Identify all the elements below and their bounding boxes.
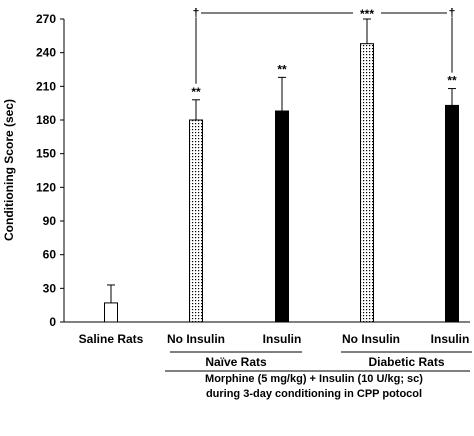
y-tick-label: 60 [43,248,57,262]
y-tick-label: 240 [36,46,56,60]
footnote-line-1: Morphine (5 mg/kg) + Insulin (10 U/kg; s… [205,373,423,385]
category-label: Insulin [431,332,470,346]
category-label: No Insulin [167,332,225,346]
y-tick-label: 0 [49,315,56,329]
bar [189,119,203,323]
significance-marker: ** [447,74,457,88]
category-label: Insulin [263,332,302,346]
footnote-line-2: during 3-day conditioning in CPP potocol [206,388,422,400]
y-tick-label: 30 [43,281,57,295]
y-axis-label: Conditioning Score (sec) [2,99,16,241]
bar [360,43,374,323]
significance-bg [353,6,381,18]
bar [275,110,289,323]
y-tick-label: 150 [36,147,56,161]
y-tick-label: 120 [36,180,56,194]
bar [445,104,459,323]
group-label: Naïve Rats [205,355,267,369]
dagger-marker: † [193,6,200,20]
significance-marker: ** [191,85,201,99]
y-tick-label: 180 [36,113,56,127]
dagger-bg [447,6,457,18]
axes: 0 30 60 90 120 150 180 210 240 270 [36,12,470,329]
chart-marks: Saline Rats ** No Insulin ** Insulin No Insul… [79,18,470,346]
bar [104,302,118,323]
y-tick-label: 90 [43,214,57,228]
group-label: Diabetic Rats [368,355,444,369]
significance-marker: ** [277,62,287,76]
category-label: Saline Rats [79,332,144,346]
y-tick-label: 270 [36,12,56,26]
dagger-bg [191,6,201,18]
y-tick-label: 210 [36,79,56,93]
significance-marker-top: *** [360,7,374,21]
dagger-marker: † [449,6,456,20]
category-label: No Insulin [342,332,400,346]
